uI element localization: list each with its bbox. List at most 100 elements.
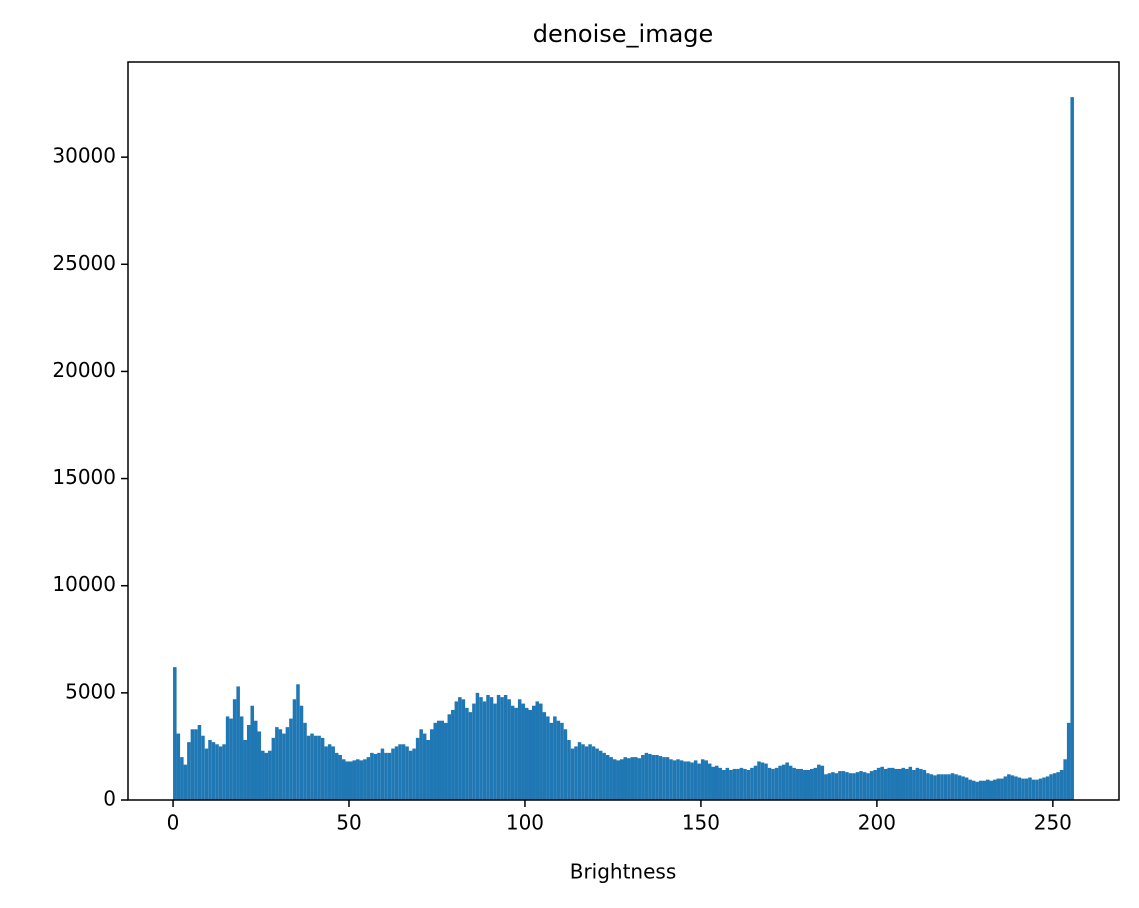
- bar: [982, 780, 986, 800]
- bar: [419, 729, 423, 800]
- bar: [521, 703, 525, 800]
- bar: [873, 770, 877, 800]
- bar: [750, 767, 754, 800]
- bar: [736, 768, 740, 800]
- bar: [831, 772, 835, 800]
- bar: [444, 722, 448, 800]
- bar: [208, 740, 212, 800]
- bar: [975, 781, 979, 800]
- bar: [655, 755, 659, 800]
- bar: [366, 757, 371, 800]
- bar: [563, 729, 568, 800]
- bar: [683, 761, 687, 800]
- y-tick-label: 5000: [65, 679, 116, 703]
- bar: [356, 759, 360, 800]
- bar: [1042, 777, 1046, 800]
- bar: [461, 699, 466, 800]
- bar: [718, 767, 723, 800]
- bar: [926, 773, 930, 800]
- bar: [778, 765, 782, 800]
- bar: [971, 780, 976, 800]
- bar: [693, 760, 698, 800]
- bar: [194, 729, 198, 800]
- bar: [556, 720, 561, 800]
- bar: [651, 755, 656, 800]
- y-tick-label: 0: [103, 787, 116, 811]
- bar: [320, 737, 325, 800]
- bar: [401, 744, 406, 800]
- bar: [387, 752, 392, 800]
- bar: [1063, 759, 1067, 800]
- bar: [560, 722, 564, 800]
- axes-frame: [127, 61, 1120, 801]
- x-tick-label: 150: [682, 811, 720, 835]
- bar: [985, 779, 990, 800]
- bar: [475, 692, 480, 800]
- bar: [602, 752, 606, 800]
- bar: [704, 760, 708, 800]
- bar: [936, 774, 941, 800]
- bar: [820, 765, 825, 800]
- bar: [627, 758, 631, 800]
- bar: [363, 759, 367, 800]
- bar: [591, 746, 596, 800]
- bar: [707, 763, 712, 800]
- bar: [553, 716, 557, 800]
- bar: [373, 753, 378, 800]
- bar: [605, 755, 610, 800]
- bar: [848, 773, 853, 800]
- bar: [334, 752, 339, 800]
- bar: [834, 773, 839, 800]
- y-tick-label: 20000: [52, 358, 116, 382]
- bar: [1052, 773, 1057, 800]
- bar: [957, 775, 962, 800]
- bar: [771, 768, 775, 800]
- bar: [993, 779, 997, 800]
- bar: [503, 695, 508, 800]
- bar: [581, 744, 585, 800]
- bar: [468, 712, 473, 800]
- bar: [465, 707, 469, 800]
- bar: [190, 729, 195, 800]
- bar: [324, 746, 328, 800]
- bar: [384, 752, 388, 800]
- bar: [535, 701, 540, 800]
- bar: [398, 744, 402, 800]
- bar: [813, 767, 818, 800]
- bar: [271, 737, 276, 800]
- bar: [915, 767, 920, 800]
- bar: [584, 746, 589, 800]
- bar: [570, 748, 575, 800]
- bar: [637, 758, 642, 800]
- bar: [700, 759, 705, 800]
- bar: [880, 766, 884, 800]
- bar: [539, 703, 543, 800]
- bar: [341, 759, 346, 800]
- bar: [370, 752, 374, 800]
- bar: [500, 697, 504, 800]
- bar: [567, 740, 571, 800]
- bar: [968, 779, 972, 800]
- bar: [869, 771, 874, 800]
- bar: [954, 774, 958, 800]
- bar: [486, 695, 490, 800]
- bar: [894, 768, 898, 800]
- bar: [947, 774, 951, 800]
- y-tick-label: 10000: [52, 572, 116, 596]
- bar: [883, 768, 888, 800]
- bar: [845, 772, 849, 800]
- bar: [1021, 778, 1025, 800]
- bar: [405, 746, 409, 800]
- bar: [451, 710, 455, 800]
- bar: [989, 780, 994, 800]
- y-tick-label: 30000: [52, 144, 116, 168]
- bar: [239, 716, 244, 800]
- bar: [950, 773, 955, 800]
- chart-title: denoise_image: [533, 20, 714, 48]
- bar: [679, 760, 684, 800]
- bar: [524, 707, 529, 800]
- bar: [802, 770, 807, 800]
- bar: [630, 757, 635, 800]
- bar: [1017, 777, 1022, 800]
